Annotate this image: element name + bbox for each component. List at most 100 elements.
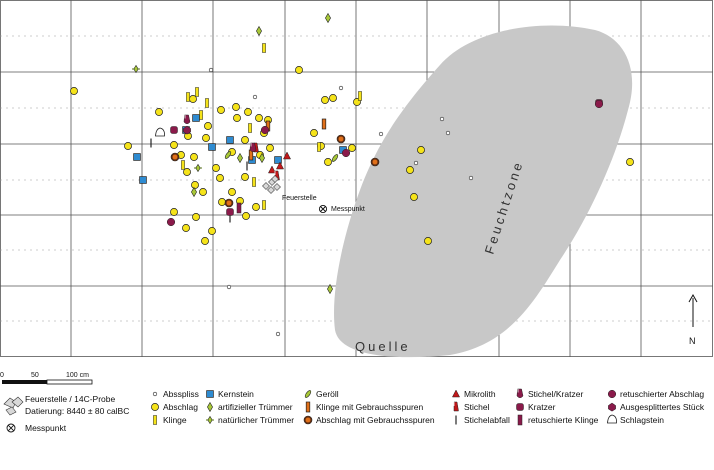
legend-symbol-dark-bar (517, 414, 523, 426)
find-bar-61 (186, 92, 190, 102)
find-dark-circle-112 (341, 148, 351, 158)
find-circle-42 (202, 134, 210, 142)
find-small-circle-54 (445, 130, 451, 136)
find-circle-21 (241, 173, 249, 181)
scale-tick-100: 100 cm (66, 372, 89, 379)
find-circle-1 (155, 108, 163, 116)
find-circle-29 (266, 144, 274, 152)
legend-symbol-circle-outlined (303, 415, 313, 425)
find-circle-8 (232, 103, 240, 111)
legend-symbol-rounded-square (516, 403, 524, 411)
find-triangle-97 (282, 151, 292, 160)
scale-tick-50: 50 (31, 372, 39, 379)
find-circle-37 (417, 146, 425, 154)
find-circle-10 (244, 108, 252, 116)
find-star-diamond-86 (132, 64, 140, 74)
find-circle-25 (201, 237, 209, 245)
find-triangle-98 (267, 165, 277, 174)
legend-label-bar: Klinge (163, 415, 187, 425)
find-circle-27 (242, 212, 250, 220)
find-small-circle-53 (439, 116, 445, 122)
find-diamond-80 (256, 25, 262, 37)
find-circle-16 (212, 164, 220, 172)
legend-symbol-burin-scraper (516, 388, 524, 398)
find-bar-66 (252, 177, 256, 187)
legend-label-burin: Stichel (464, 402, 490, 412)
find-bar-69 (358, 91, 362, 101)
find-circle-2 (124, 142, 132, 150)
find-circle-11 (255, 114, 263, 122)
find-circle-0 (70, 87, 78, 95)
find-bar-68 (248, 123, 252, 133)
find-diamond-83 (259, 152, 265, 164)
find-circle-35 (324, 158, 332, 166)
find-circle-47 (241, 136, 249, 144)
find-stone-116 (155, 127, 165, 137)
legend-symbol-square (206, 390, 214, 398)
find-circle-24 (208, 227, 216, 235)
find-small-circle-59 (252, 94, 258, 100)
find-small-circle-56 (468, 175, 474, 181)
fireplace-label: Feuerstelle (282, 195, 317, 202)
find-small-circle-50 (208, 67, 214, 73)
find-circle-28 (252, 203, 260, 211)
find-dark-bar-110 (236, 202, 242, 214)
find-diamond-85 (237, 152, 243, 164)
legend-symbol-leaf (304, 390, 312, 398)
legend-symbol-small-circle (152, 391, 158, 397)
find-burin-scraper-105 (249, 142, 257, 152)
legend-label-stone: Schlagstein (620, 415, 664, 425)
find-square-73 (226, 136, 234, 144)
legend-label-line: Stichelabfall (464, 415, 510, 425)
legend-label-diamond: artifizieller Trümmer (218, 402, 293, 412)
find-dark-circle-111 (166, 217, 176, 227)
find-circle-38 (406, 166, 414, 174)
legend-symbol-bar (153, 415, 157, 425)
find-small-circle-52 (378, 131, 384, 137)
find-circle-36 (348, 144, 356, 152)
find-small-circle-55 (413, 160, 419, 166)
find-circle-3 (170, 141, 178, 149)
find-bar-65 (262, 200, 266, 210)
spring-label: Quelle (355, 339, 411, 354)
legend-label-dark-bar: retuschierte Klinge (528, 415, 599, 425)
north-arrow (688, 293, 698, 327)
legend-label-star-diamond: natürlicher Trümmer (218, 415, 294, 425)
find-circle-9 (233, 114, 241, 122)
legend-symbol-dark-hexagon (608, 402, 616, 412)
find-fireplace-117 (262, 175, 281, 194)
find-triangle-99 (275, 161, 285, 170)
legend-label-square: Kernstein (218, 389, 254, 399)
legend: Absspliss Abschlag Klinge Kernstein artifizi… (151, 388, 705, 426)
find-square-71 (192, 114, 200, 122)
legend-fireplace-line1: Feuerstelle / 14C-Probe (25, 394, 116, 404)
find-circle-15 (183, 168, 191, 176)
find-markers (70, 12, 634, 337)
find-circle-7 (217, 106, 225, 114)
legend-label-small-circle: Absspliss (163, 389, 199, 399)
find-square-77 (274, 156, 282, 164)
find-bar-outlined-90 (321, 118, 327, 130)
fireplace-symbol (3, 396, 24, 416)
find-circle-outlined-94 (336, 134, 346, 144)
measure-point-label: Messpunkt (331, 206, 365, 213)
legend-label-circle: Abschlag (163, 402, 198, 412)
find-circle-6 (204, 122, 212, 130)
find-circle-40 (424, 237, 432, 245)
find-bar-67 (181, 160, 185, 170)
find-measure-118 (318, 204, 328, 214)
legend-symbol-dark-circle (607, 389, 617, 399)
find-dark-circle-113 (260, 125, 270, 135)
find-square-75 (133, 153, 141, 161)
find-circle-23 (192, 213, 200, 221)
legend-label-circle-outlined: Abschlag mit Gebrauchsspuren (316, 415, 435, 425)
legend-symbol-bar-outlined (305, 401, 311, 413)
north-label: N (689, 336, 696, 346)
find-bar-60 (262, 43, 266, 53)
scale-tick-0: 0 (0, 372, 4, 379)
legend-label-burin-scraper: Stichel/Kratzer (528, 389, 583, 399)
find-diamond-82 (191, 186, 197, 198)
find-circle-18 (199, 188, 207, 196)
find-square-76 (139, 176, 147, 184)
